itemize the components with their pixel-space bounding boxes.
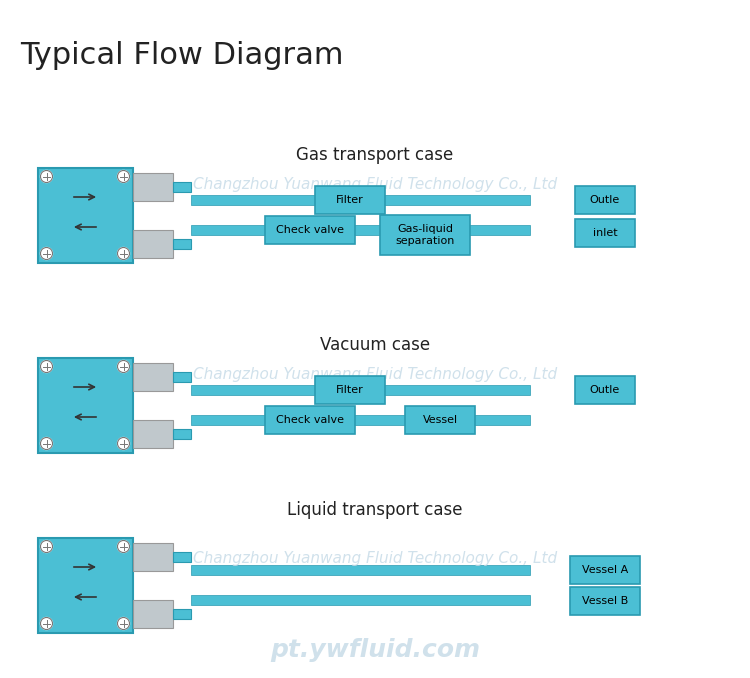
Text: Gas-liquid
separation: Gas-liquid separation — [395, 224, 454, 246]
Text: Filter: Filter — [336, 195, 364, 205]
Text: Vacuum case: Vacuum case — [320, 336, 430, 354]
Text: Liquid transport case: Liquid transport case — [287, 501, 463, 519]
Circle shape — [40, 247, 53, 260]
Bar — [133, 420, 172, 447]
Text: Check valve: Check valve — [276, 415, 344, 425]
Bar — [570, 556, 640, 584]
Bar — [190, 225, 530, 235]
Bar — [172, 551, 190, 561]
Bar — [172, 608, 190, 618]
Bar — [133, 172, 172, 201]
Circle shape — [118, 540, 130, 553]
Text: Check valve: Check valve — [276, 225, 344, 235]
Circle shape — [40, 540, 53, 553]
Bar — [405, 406, 475, 434]
Bar — [190, 415, 530, 425]
Circle shape — [118, 618, 130, 629]
Bar — [380, 215, 470, 255]
Text: pt.ywfluid.com: pt.ywfluid.com — [270, 638, 480, 662]
Bar — [575, 219, 635, 247]
Circle shape — [118, 170, 130, 182]
Text: inlet: inlet — [592, 228, 617, 238]
Bar — [172, 182, 190, 191]
Circle shape — [118, 361, 130, 372]
Text: Vessel: Vessel — [422, 415, 458, 425]
Bar — [190, 595, 530, 605]
Bar — [38, 167, 133, 262]
Circle shape — [118, 437, 130, 450]
Text: Vessel B: Vessel B — [582, 596, 628, 606]
Bar — [172, 428, 190, 439]
Text: Vessel A: Vessel A — [582, 565, 628, 575]
Circle shape — [40, 361, 53, 372]
Bar — [133, 363, 172, 391]
Circle shape — [40, 170, 53, 182]
Bar — [265, 406, 355, 434]
Bar — [38, 538, 133, 633]
Bar — [133, 542, 172, 570]
Bar — [133, 229, 172, 258]
Text: Outle: Outle — [590, 385, 620, 395]
Circle shape — [40, 437, 53, 450]
Bar — [190, 385, 530, 395]
Text: Typical Flow Diagram: Typical Flow Diagram — [20, 41, 344, 70]
Text: Gas transport case: Gas transport case — [296, 146, 454, 164]
Bar — [172, 372, 190, 382]
Text: Changzhou Yuanwang Fluid Technology Co., Ltd: Changzhou Yuanwang Fluid Technology Co.,… — [193, 551, 557, 565]
Bar — [265, 216, 355, 244]
Bar — [315, 376, 385, 404]
Text: Filter: Filter — [336, 385, 364, 395]
Bar — [133, 599, 172, 628]
Text: Changzhou Yuanwang Fluid Technology Co., Ltd: Changzhou Yuanwang Fluid Technology Co.,… — [193, 178, 557, 193]
Bar — [190, 195, 530, 205]
Bar — [570, 587, 640, 615]
Bar — [575, 376, 635, 404]
Circle shape — [118, 247, 130, 260]
Bar — [38, 357, 133, 452]
Text: Changzhou Yuanwang Fluid Technology Co., Ltd: Changzhou Yuanwang Fluid Technology Co.,… — [193, 367, 557, 382]
Bar — [315, 186, 385, 214]
Text: Outle: Outle — [590, 195, 620, 205]
Bar — [190, 565, 530, 575]
Bar — [575, 186, 635, 214]
Circle shape — [40, 618, 53, 629]
Bar — [172, 239, 190, 249]
